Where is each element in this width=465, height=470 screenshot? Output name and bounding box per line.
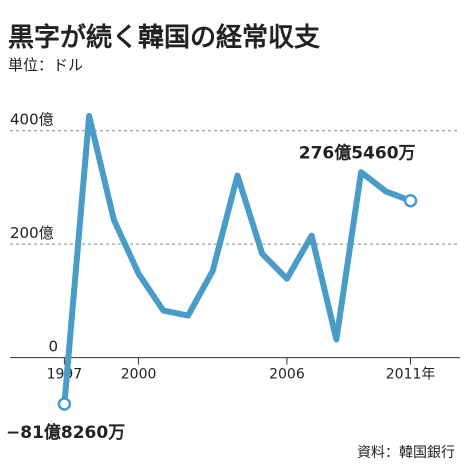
chart-subtitle: 単位：ドル	[8, 56, 83, 74]
end-point	[403, 193, 418, 208]
x-tick-label: 2006	[269, 367, 305, 383]
source: 資料：韓国銀行	[357, 445, 455, 461]
x-tick-label: 2011年	[386, 367, 436, 383]
y-tick-label: 400億	[10, 111, 54, 129]
chart-title: 黒字が続く韓国の経常収支	[8, 22, 320, 53]
value-label: −81億8260万	[6, 422, 125, 443]
y-tick-label: 200億	[10, 224, 54, 242]
value-label: 276億5460万	[299, 143, 416, 164]
y-tick-label: 0	[48, 338, 58, 356]
end-point	[57, 397, 72, 411]
x-tick-label: 2000	[121, 367, 157, 383]
data-line	[61, 112, 412, 405]
